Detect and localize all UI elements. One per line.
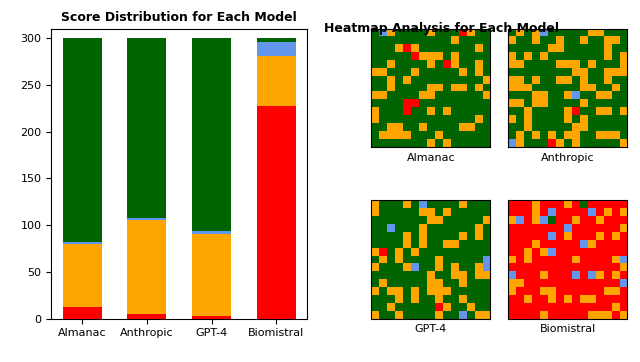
Bar: [192, 316, 231, 319]
Bar: [127, 314, 166, 319]
Bar: [257, 56, 296, 106]
Bar: [63, 244, 102, 307]
Bar: [127, 218, 166, 220]
X-axis label: Almanac: Almanac: [406, 153, 455, 163]
Bar: [127, 220, 166, 314]
X-axis label: Anthropic: Anthropic: [541, 153, 595, 163]
X-axis label: GPT-4: GPT-4: [415, 324, 447, 334]
Bar: [192, 233, 231, 316]
Text: Heatmap Analysis for Each Model: Heatmap Analysis for Each Model: [324, 22, 559, 35]
Bar: [127, 38, 166, 218]
Bar: [192, 38, 231, 231]
Bar: [257, 38, 296, 42]
Title: Score Distribution for Each Model: Score Distribution for Each Model: [61, 10, 297, 24]
Bar: [63, 307, 102, 319]
Bar: [257, 42, 296, 56]
Bar: [63, 38, 102, 242]
Bar: [257, 106, 296, 319]
Bar: [192, 231, 231, 233]
Bar: [63, 242, 102, 244]
X-axis label: Biomistral: Biomistral: [540, 324, 596, 334]
